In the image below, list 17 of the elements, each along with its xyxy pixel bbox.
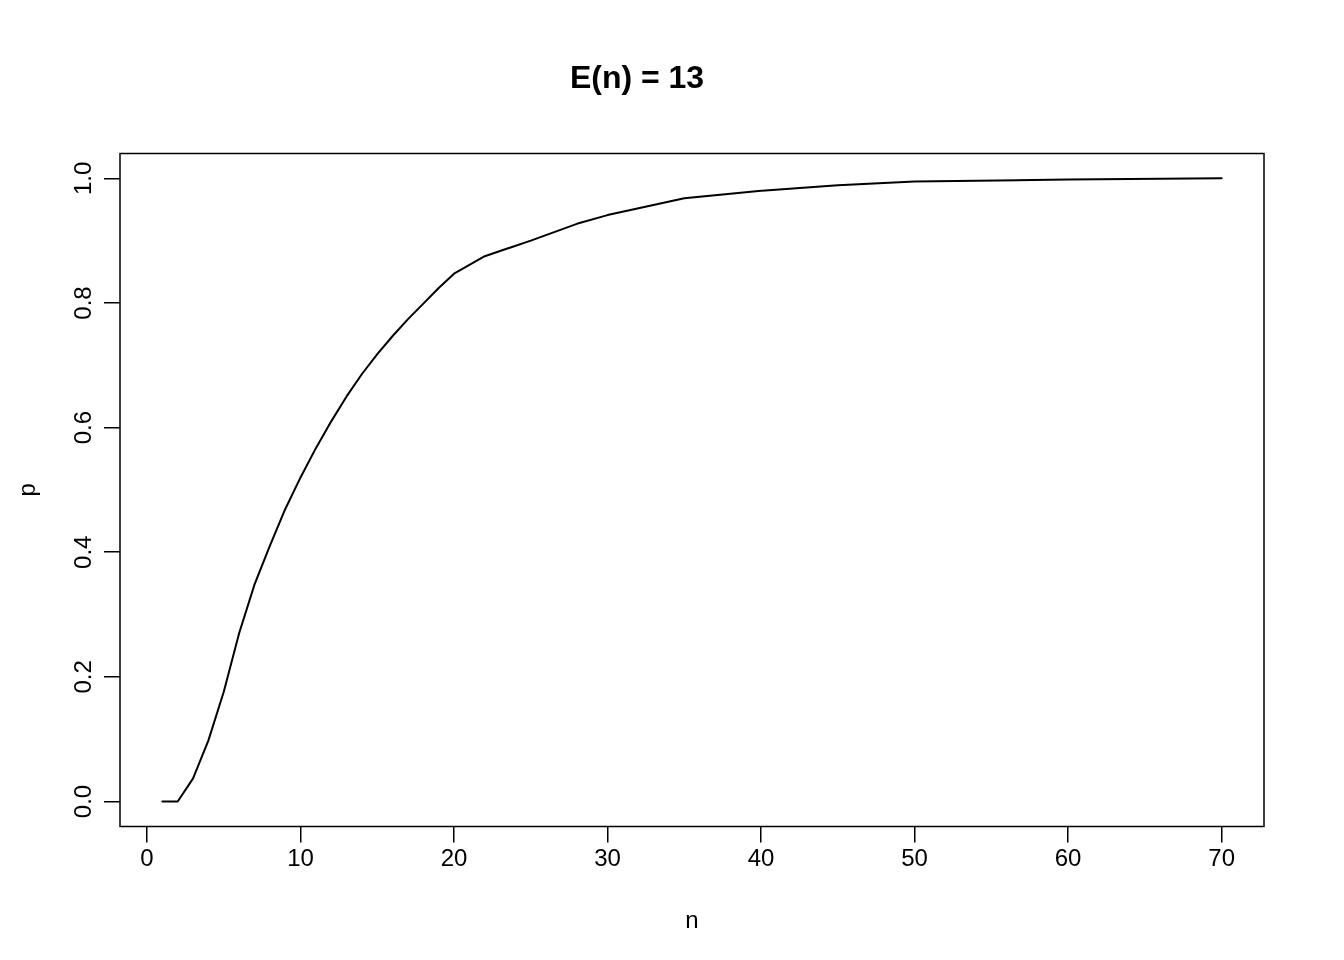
x-tick-label: 0	[140, 844, 154, 872]
y-tick-label: 0.0	[68, 784, 96, 819]
y-tick-label: 0.2	[68, 660, 96, 694]
x-tick-label: 40	[747, 844, 775, 872]
x-tick-label: 60	[1054, 844, 1082, 872]
chart-title: E(n) = 13	[569, 59, 705, 96]
x-tick-label: 10	[287, 844, 314, 872]
x-tick-label: 70	[1208, 844, 1235, 872]
x-tick-label: 20	[440, 844, 468, 872]
y-tick-label: 0.6	[68, 410, 96, 445]
x-tick-label: 50	[901, 844, 928, 872]
x-tick-label: 30	[594, 844, 621, 872]
x-axis-title: n	[685, 906, 699, 934]
y-axis-title: p	[13, 483, 41, 497]
y-tick-label: 0.4	[68, 535, 96, 569]
y-tick-label: 1.0	[68, 161, 96, 196]
y-tick-label: 0.8	[68, 286, 96, 320]
